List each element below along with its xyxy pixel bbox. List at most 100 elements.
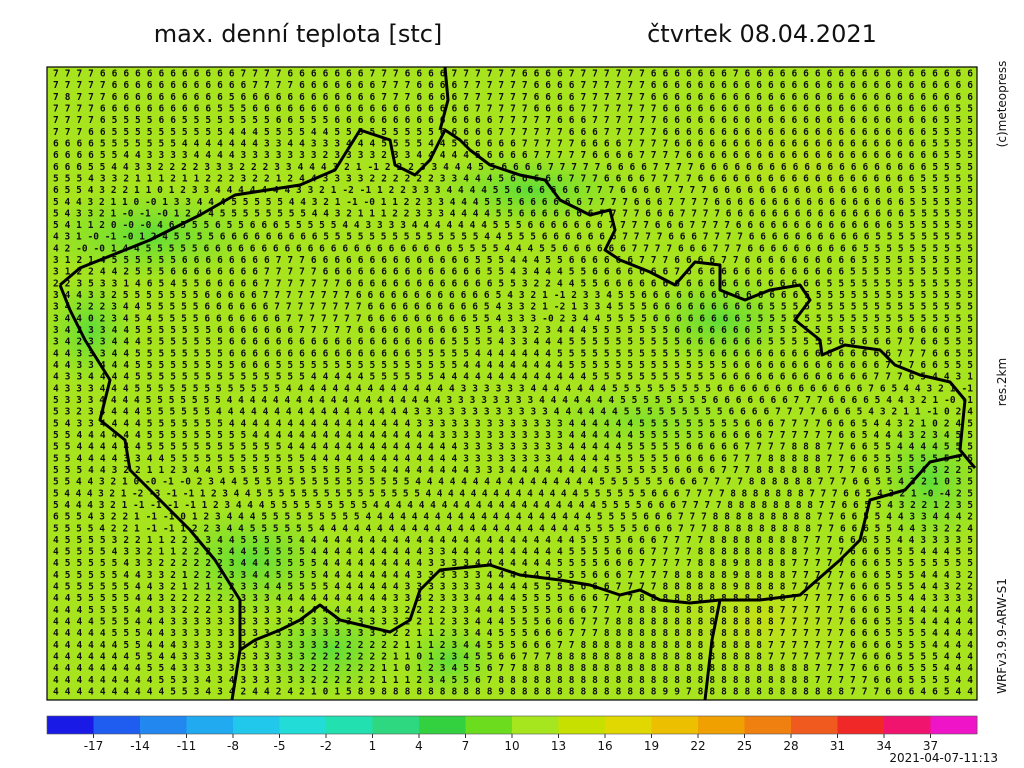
- grid-row: 7 8 7 7 7 6 6 6 6 6 6 6 6 6 6 5 6 6 6 6 …: [53, 92, 973, 103]
- grid-row: 4 5 5 5 5 4 3 3 2 1 1 2 2 2 3 4 4 5 5 5 …: [53, 547, 973, 558]
- colorbar-tick-label: 16: [597, 739, 612, 753]
- grid-row: 3 4 4 3 3 2 5 5 5 5 5 5 5 6 6 6 6 6 7 7 …: [53, 290, 973, 301]
- map-title: max. denní teplota [stc]: [154, 20, 443, 48]
- country-border: [230, 649, 242, 700]
- map-frame: [46, 66, 978, 701]
- grid-row: 4 2 -0 -0 1 4 4 5 5 5 5 5 6 6 6 6 6 6 6 …: [53, 243, 973, 254]
- resolution: res.2km: [995, 358, 1009, 406]
- country-border: [59, 128, 977, 469]
- model-name: WRFv3.9.9-ARW-S1: [995, 578, 1009, 694]
- grid-row: 5 4 1 1 2 0 -0 -0 4 6 5 5 5 6 5 5 6 6 6 …: [53, 220, 973, 231]
- colorbar-tick-label: 4: [415, 739, 423, 753]
- grid-row: 4 4 4 4 4 5 5 5 4 4 3 3 3 3 3 3 3 3 3 3 …: [53, 628, 973, 639]
- value-grid: 7 7 7 7 6 6 6 6 6 6 6 6 6 6 6 6 7 7 7 7 …: [53, 69, 973, 698]
- colorbar-segment: [837, 716, 885, 734]
- borders: [58, 67, 977, 700]
- grid-row: 7 7 7 7 6 6 6 6 6 6 6 6 6 6 5 5 5 6 6 6 …: [53, 103, 973, 114]
- grid-row: 7 7 7 7 6 6 6 6 6 6 6 6 6 6 6 6 7 7 7 7 …: [53, 69, 973, 80]
- grid-row: 4 4 5 5 5 5 5 4 4 3 2 2 2 2 2 2 3 3 3 4 …: [53, 593, 973, 604]
- country-border: [438, 67, 450, 131]
- colorbar-tick-label: 37: [923, 739, 938, 753]
- grid-row: 7 7 7 7 7 6 6 6 6 6 6 6 6 6 6 6 6 7 7 7 …: [53, 80, 973, 91]
- colorbar-segment: [512, 716, 559, 734]
- colorbar-segment: [930, 716, 978, 734]
- grid-row: 7 7 7 6 6 5 5 5 5 5 5 5 5 5 5 4 4 4 5 5 …: [53, 127, 973, 138]
- grid-row: 4 4 4 4 4 4 4 4 4 4 5 5 3 4 3 4 2 4 4 2 …: [53, 687, 973, 698]
- grid-row: 5 5 5 4 4 3 2 2 1 1 2 3 4 4 5 5 5 5 5 5 …: [53, 465, 973, 476]
- grid-row: 5 4 4 4 3 2 1 -1 -1 -1 -1 1 2 3 4 4 4 5 …: [53, 500, 973, 511]
- colorbar-segment: [233, 716, 280, 734]
- grid-row: 3 4 2 3 3 4 4 5 5 5 5 5 5 5 6 6 6 6 6 6 …: [53, 325, 973, 336]
- colorbar-segment: [605, 716, 652, 734]
- colorbar-tick-label: 31: [830, 739, 845, 753]
- grid-row: 2 2 3 5 3 3 1 4 6 5 4 5 5 6 6 6 6 6 7 7 …: [53, 278, 973, 289]
- colorbar-tick-label: 7: [462, 739, 470, 753]
- colorbar-tick-label: -11: [177, 739, 197, 753]
- grid-row: 6 5 5 4 3 2 2 1 -1 -1 0 1 2 3 4 4 4 5 5 …: [53, 512, 973, 523]
- grid-row: 5 5 5 5 4 2 2 1 -1 -1 1 2 2 3 4 4 5 5 5 …: [53, 523, 973, 534]
- grid-row: 5 5 4 4 4 4 3 3 4 4 5 5 5 5 5 5 5 5 5 5 …: [53, 453, 973, 464]
- copyright: (c)meteopress: [995, 61, 1009, 148]
- temperature-shading: [47, 80, 977, 700]
- grid-row: 4 4 3 3 3 4 4 5 5 5 5 5 5 5 5 6 6 6 6 6 …: [53, 348, 973, 359]
- grid-row: 6 5 5 4 3 2 2 1 1 0 1 2 3 3 4 4 4 4 4 4 …: [53, 185, 973, 196]
- grid-row: 4 4 4 4 5 5 5 4 4 4 3 3 3 3 3 3 3 3 3 3 …: [53, 617, 973, 628]
- grid-row: 4 4 3 3 4 4 4 5 5 5 5 5 5 5 5 5 6 6 6 5 …: [53, 360, 973, 371]
- grid-row: 4 5 5 5 5 5 5 4 4 3 2 1 2 1 2 2 3 3 4 4 …: [53, 582, 973, 593]
- colorbar-segment: [47, 716, 94, 734]
- colorbar-tick-label: 19: [644, 739, 659, 753]
- colorbar-segment: [279, 716, 327, 734]
- grid-row: 4 3 1 -0 -1 -0 1 2 4 5 5 5 5 6 6 6 6 6 6…: [53, 232, 973, 243]
- colorbar-tick-label: -8: [227, 739, 239, 753]
- colorbar-tick-label: -5: [274, 739, 286, 753]
- grid-row: 5 3 2 3 4 4 4 4 5 5 5 5 5 5 4 4 4 4 4 4 …: [53, 407, 973, 418]
- colorbar-tick-label: 28: [783, 739, 798, 753]
- colorbar-segment: [186, 716, 234, 734]
- country-border: [703, 599, 722, 700]
- grid-row: 3 4 2 2 2 3 4 4 5 5 5 5 5 6 6 6 6 6 6 7 …: [53, 302, 973, 313]
- grid-row: 3 1 2 2 4 4 2 5 5 5 6 6 6 6 6 6 6 6 7 7 …: [53, 267, 973, 278]
- grid-row: 6 6 6 5 5 4 4 3 3 2 2 2 2 3 3 3 2 2 2 3 …: [53, 162, 973, 173]
- grid-row: 5 4 3 3 2 1 -0 -1 -0 1 2 4 4 5 5 5 5 5 5…: [53, 208, 973, 219]
- grid-row: 4 4 4 4 4 4 4 5 5 4 4 3 3 3 3 3 3 3 3 3 …: [53, 652, 973, 663]
- colorbar-tick-label: 25: [737, 739, 752, 753]
- grid-row: 4 5 5 5 5 5 4 4 3 3 2 1 2 2 2 3 3 4 4 5 …: [53, 570, 973, 581]
- grid-row: 4 3 3 3 4 4 4 5 5 5 5 5 5 5 5 5 5 5 5 5 …: [53, 383, 973, 394]
- grid-row: 4 3 3 4 4 4 4 5 5 5 5 5 5 5 5 5 5 5 5 5 …: [53, 372, 973, 383]
- grid-row: 5 5 4 4 3 2 1 0 -0 -1 -0 2 3 4 4 5 5 5 5…: [53, 477, 973, 488]
- country-border: [58, 284, 963, 652]
- colorbar-segment: [326, 716, 373, 734]
- grid-row: 4 4 4 4 4 4 4 4 5 5 4 3 3 3 3 3 3 3 3 3 …: [53, 663, 973, 674]
- colorbar-segment: [419, 716, 466, 734]
- colorbar-segment: [651, 716, 699, 734]
- run-time: 2021-04-07-11:13: [889, 751, 998, 765]
- colorbar-segment: [884, 716, 931, 734]
- colorbar: -17 -14 -11 -8 -5 -2 1 4 7 10 13 16 19 22 25 28 31 34 37: [46, 715, 978, 753]
- grid-row: 5 5 4 4 4 4 4 4 5 5 5 5 5 5 5 5 5 4 4 4 …: [53, 430, 973, 441]
- colorbar-tick-label: 34: [876, 739, 891, 753]
- colorbar-segment: [558, 716, 606, 734]
- grid-row: 3 4 2 3 3 4 4 4 5 5 5 5 5 5 5 6 6 6 6 6 …: [53, 337, 973, 348]
- grid-row: 5 5 5 4 3 3 2 1 1 1 2 1 1 2 2 2 3 2 2 1 …: [53, 173, 973, 184]
- colorbar-tick-label: -17: [84, 739, 104, 753]
- colorbar-segment: [140, 716, 187, 734]
- grid-row: 7 7 7 7 6 5 5 5 5 6 6 5 5 5 5 5 5 5 5 6 …: [53, 115, 973, 126]
- colorbar-tick-label: -14: [130, 739, 150, 753]
- colorbar-segment: [465, 716, 513, 734]
- colorbar-segment: [93, 716, 141, 734]
- grid-row: 5 3 3 3 4 4 4 4 5 5 5 5 5 5 5 4 4 4 4 4 …: [53, 395, 973, 406]
- colorbar-segment: [791, 716, 838, 734]
- grid-row: 3 4 4 0 2 3 4 5 4 5 5 5 5 6 6 6 6 6 6 6 …: [53, 313, 973, 324]
- grid-row: 4 4 4 4 4 4 4 4 4 5 5 3 3 4 3 4 3 3 3 3 …: [53, 675, 973, 686]
- colorbar-tick-label: 1: [369, 739, 377, 753]
- grid-row: 4 5 5 5 5 5 4 3 3 2 2 2 2 2 2 3 4 4 4 5 …: [53, 558, 973, 569]
- grid-row: 6 6 6 6 5 5 4 4 3 3 3 3 4 4 4 4 3 3 3 3 …: [53, 150, 973, 161]
- grid-row: 5 4 4 4 3 2 1 -2 -3 -1 -1 1 2 3 4 4 5 5 …: [53, 488, 973, 499]
- grid-row: 4 5 5 5 5 3 2 2 1 1 2 2 3 3 4 4 5 5 5 5 …: [53, 535, 973, 546]
- grid-row: 4 4 4 4 4 4 5 5 4 4 4 3 3 3 3 3 3 3 3 3 …: [53, 640, 973, 651]
- colorbar-tick-label: 13: [551, 739, 566, 753]
- grid-row: 3 1 2 1 4 5 5 5 5 5 5 6 6 6 6 6 6 6 6 7 …: [53, 255, 973, 266]
- colorbar-segment: [744, 716, 792, 734]
- colorbar-tick-label: -2: [320, 739, 332, 753]
